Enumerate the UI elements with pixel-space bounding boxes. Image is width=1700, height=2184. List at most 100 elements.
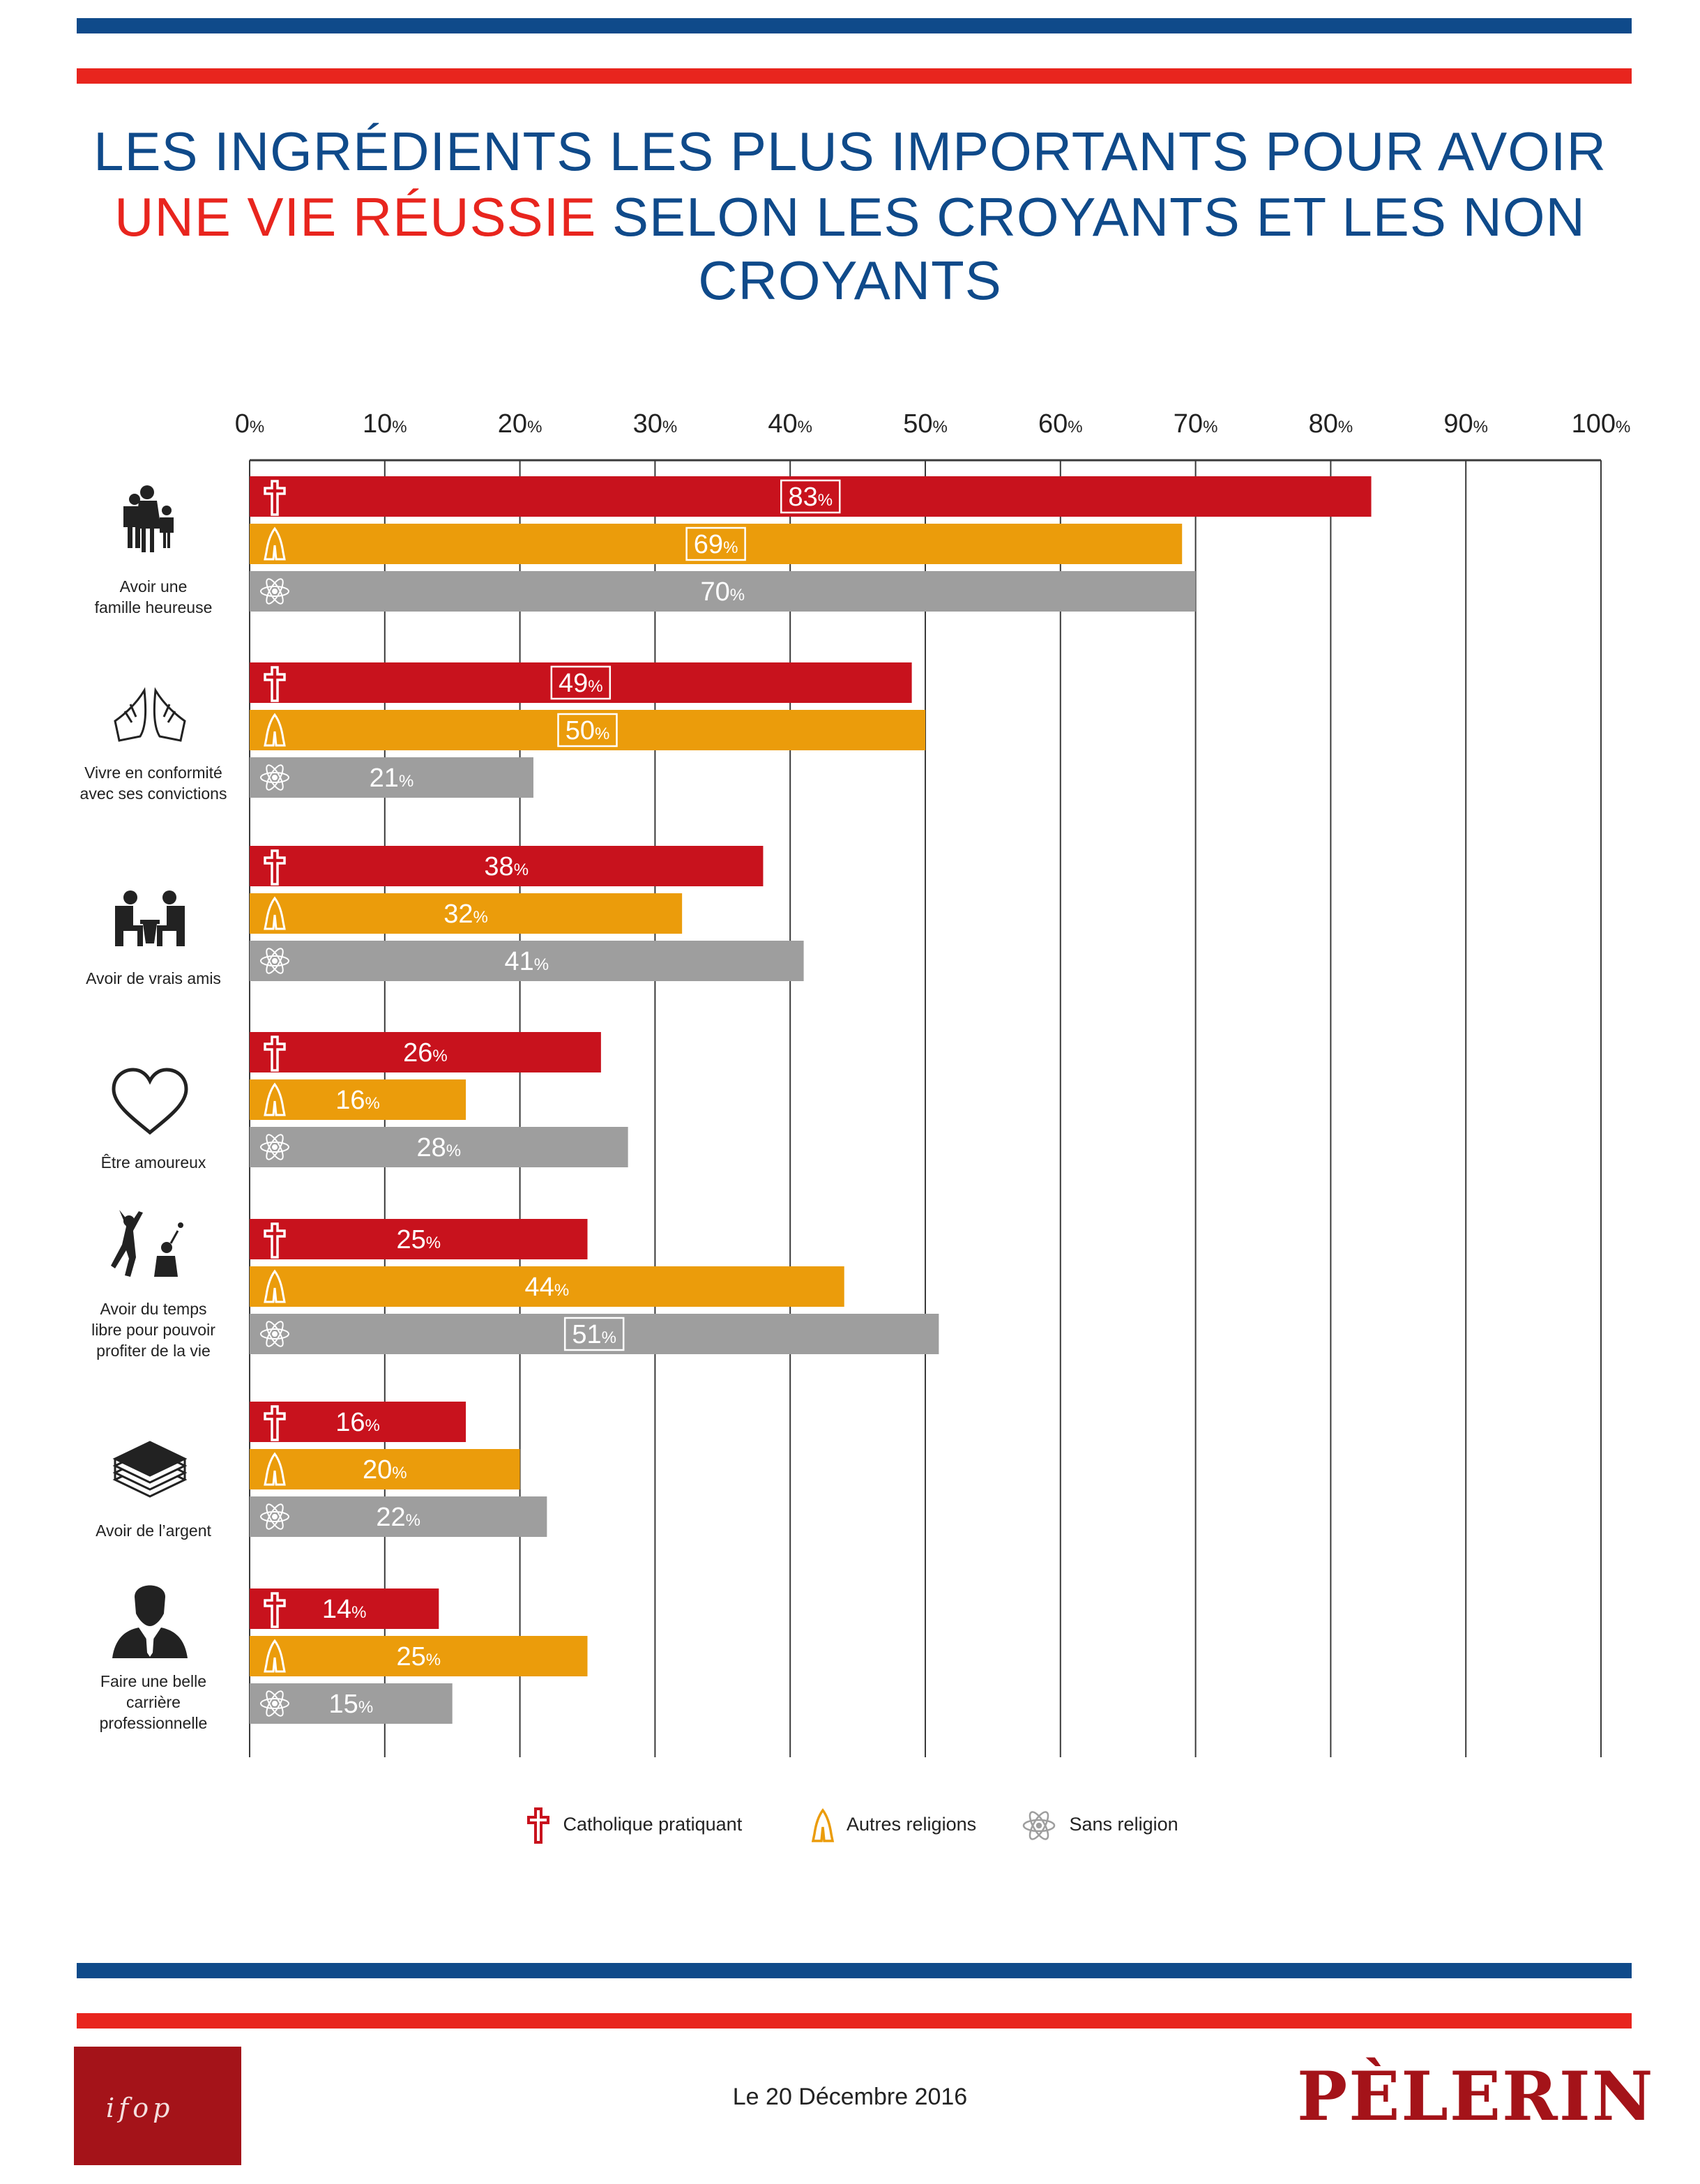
top-blue-stripe: [77, 18, 1632, 33]
category-label-line: Avoir de l’argent: [96, 1522, 211, 1540]
category-label-line: Faire une belle: [100, 1672, 207, 1690]
legend-label-sans: Sans religion: [1069, 1814, 1178, 1835]
bar-chart: 0% 10% 20% 30% 40% 50% 60% 70% 80% 90% 100%83%69%7…: [111, 409, 1631, 1757]
x-tick-label: 80%: [1309, 409, 1353, 439]
praying-hands-icon: [264, 1082, 286, 1116]
x-tick-label: 40%: [768, 409, 812, 439]
bar: [250, 846, 764, 886]
legend-catholique: Catholique pratiquant: [524, 1806, 742, 1845]
category-label-line: Avoir une: [119, 577, 188, 596]
cross-icon: [264, 849, 286, 886]
praying-hands-icon: [114, 687, 186, 742]
bar: [250, 1496, 547, 1537]
bar: [250, 757, 533, 798]
data-label-box: [780, 479, 841, 514]
leisure-icon: [111, 1210, 183, 1277]
x-tick-label: 70%: [1174, 409, 1218, 439]
data-label: 14%: [322, 1595, 367, 1624]
data-label: 32%: [443, 900, 488, 929]
praying-hands-icon: [264, 1639, 286, 1673]
pelerin-logo: PÈLERIN: [1297, 2057, 1655, 2136]
x-tick-label: 60%: [1038, 409, 1083, 439]
friends-icon: [115, 890, 185, 946]
money-icon: [112, 1441, 188, 1498]
praying-hands-icon: [264, 1269, 286, 1303]
cross-icon: [264, 1222, 286, 1259]
bar: [250, 662, 912, 703]
title-rest: SELON LES CROYANTS ET LES NON CROYANTS: [612, 186, 1586, 311]
atom-icon: [260, 578, 289, 605]
businessman-icon: [112, 1585, 188, 1658]
data-label-box: [550, 665, 612, 700]
x-tick-label: 10%: [363, 409, 407, 439]
data-label-box: [685, 526, 746, 561]
cross-icon: [264, 666, 286, 702]
category-label: Avoir de vrais amis: [63, 968, 244, 989]
category-label: Avoir de l’argent: [63, 1520, 244, 1541]
title-line2: UNE VIE RÉUSSIE SELON LES CROYANTS ET LE…: [0, 185, 1700, 312]
bar: [250, 1449, 520, 1489]
praying-hands-icon: [264, 526, 286, 561]
family-icon: [123, 485, 174, 552]
title-highlight: UNE VIE RÉUSSIE: [114, 186, 597, 248]
legend-label-catholique: Catholique pratiquant: [563, 1814, 743, 1835]
bar: [250, 1314, 939, 1354]
top-red-stripe: [77, 68, 1632, 84]
category-label-line: Vivre en conformité: [84, 764, 222, 782]
bar: [250, 1079, 466, 1120]
category-label-line: Avoir du temps: [100, 1300, 207, 1318]
category-label-line: avec ses convictions: [79, 784, 227, 803]
praying-hands-icon: [264, 896, 286, 930]
bar: [250, 941, 804, 981]
bar: [250, 1032, 601, 1072]
category-label-line: libre pour pouvoir: [91, 1321, 215, 1339]
bar: [250, 524, 1183, 564]
bar: [250, 893, 683, 934]
atom-icon: [260, 1503, 289, 1530]
bottom-blue-stripe: [77, 1963, 1632, 1978]
category-label: Avoir une famille heureuse: [63, 576, 244, 618]
category-label: Avoir du temps libre pour pouvoir profiter…: [63, 1298, 244, 1361]
atom-icon: [260, 948, 289, 974]
x-tick-label: 20%: [498, 409, 542, 439]
category-label-line: Être amoureux: [100, 1153, 206, 1171]
x-tick-label: 30%: [633, 409, 678, 439]
category-label-line: Avoir de vrais amis: [86, 969, 221, 987]
bar: [250, 1636, 588, 1676]
bar: [250, 1402, 466, 1442]
data-label: 16%: [335, 1408, 380, 1437]
cross-icon: [264, 1592, 286, 1628]
category-label-line: famille heureuse: [94, 598, 213, 616]
data-label-box: [563, 1317, 625, 1351]
praying-hands-icon: [264, 713, 286, 747]
x-tick-label: 100%: [1572, 409, 1631, 439]
category-label-line: professionnelle: [99, 1714, 208, 1732]
bar: [250, 1127, 628, 1167]
bar: [250, 1683, 453, 1724]
data-label: 21%: [370, 764, 414, 793]
x-tick-label: 0%: [235, 409, 264, 439]
atom-icon: [260, 1690, 289, 1717]
legend-sans: Sans religion: [1019, 1806, 1178, 1845]
atom-icon: [260, 764, 289, 791]
bar: [250, 1219, 588, 1259]
cross-icon: [527, 1807, 549, 1844]
bar: [250, 476, 1372, 517]
data-label: 41%: [504, 947, 549, 976]
legend-autres: Autres religions: [809, 1806, 976, 1845]
praying-hands-icon: [811, 1808, 835, 1842]
bar: [250, 710, 925, 750]
heart-icon: [112, 1068, 188, 1135]
x-tick-label: 90%: [1443, 409, 1488, 439]
bar: [250, 1588, 439, 1629]
category-label-line: carrière: [126, 1693, 181, 1711]
ifop-logo: ifop: [74, 2047, 241, 2165]
praying-hands-icon: [264, 1452, 286, 1486]
cross-icon: [264, 1036, 286, 1072]
atom-icon: [260, 1321, 289, 1347]
category-label-line: profiter de la vie: [96, 1342, 211, 1360]
category-label: Faire une belle carrière professionnelle: [63, 1671, 244, 1734]
bar: [250, 571, 1196, 612]
category-label: Vivre en conformité avec ses convictions: [63, 762, 244, 804]
atom-icon: [260, 1134, 289, 1160]
